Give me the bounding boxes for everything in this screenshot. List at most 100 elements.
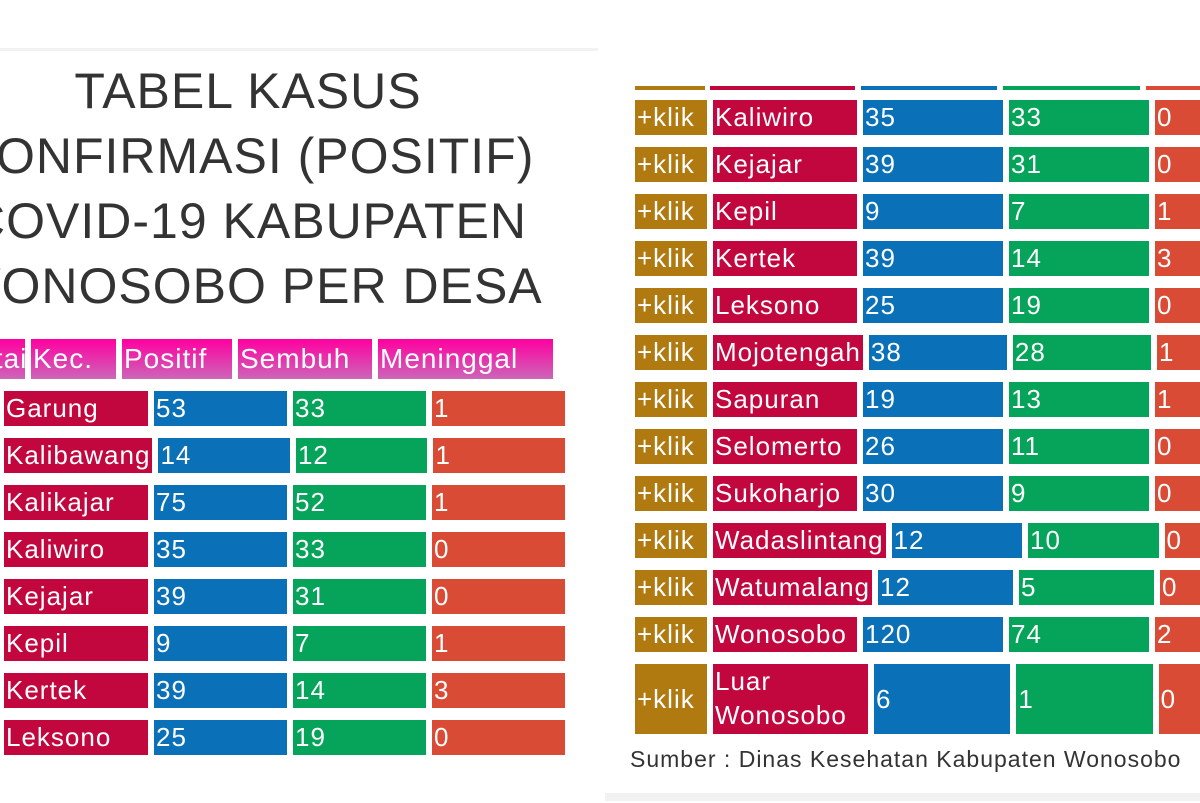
kecamatan-cell: Sapuran (713, 382, 857, 417)
table-row: +klik Wonosobo 120 74 2 (635, 617, 1200, 652)
positif-cell: 39 (154, 579, 287, 614)
meninggal-cell: 0 (432, 720, 565, 755)
table-row: +klik Kepil 9 7 1 (635, 194, 1200, 229)
sembuh-cell: 28 (1012, 335, 1151, 370)
sembuh-cell: 19 (293, 720, 426, 755)
klik-button[interactable]: +klik (635, 664, 707, 734)
meninggal-cell: 0 (432, 579, 565, 614)
sembuh-cell: 13 (1009, 382, 1149, 417)
positif-cell: 39 (863, 147, 1003, 182)
right-table-panel: +klik Kaliwiro 35 33 0 +klik Kejajar 39 31 0 +klik… (605, 48, 1200, 801)
table-row: +klik Leksono 25 19 0 (635, 288, 1200, 323)
kecamatan-cell: Kepil (4, 626, 148, 661)
positif-cell: 9 (154, 626, 287, 661)
meninggal-cell: 1 (1156, 335, 1200, 370)
table-row: +klik Kertek 39 14 3 (635, 241, 1200, 276)
positif-cell: 25 (863, 288, 1003, 323)
klik-button[interactable]: +klik (635, 523, 707, 558)
source-note: Sumber : Dinas Kesehatan Kabupaten Wonos… (630, 746, 1182, 772)
kecamatan-cell: Luar Wonosobo (713, 664, 868, 734)
meninggal-cell: 2 (1155, 617, 1200, 652)
cut-row-edge (635, 86, 705, 90)
klik-button[interactable]: +klik (635, 147, 707, 182)
table-row: +klik Mojotengah 38 28 1 (635, 335, 1200, 370)
kecamatan-cell: Mojotengah (713, 335, 863, 370)
kecamatan-cell: Kaliwiro (4, 532, 148, 567)
positif-cell: 35 (863, 100, 1003, 135)
klik-button[interactable]: +klik (635, 382, 707, 417)
positif-cell: 30 (863, 476, 1003, 511)
table-row: Kaliwiro 35 33 0 (4, 532, 565, 567)
positif-cell: 38 (868, 335, 1007, 370)
positif-cell: 12 (878, 570, 1013, 605)
title-line: COVID-19 KABUPATEN (0, 193, 527, 249)
table-row: Garung 53 33 1 (4, 391, 565, 426)
kecamatan-cell: Kertek (4, 673, 148, 708)
sembuh-cell: 9 (1009, 476, 1149, 511)
meninggal-cell: 0 (1160, 570, 1200, 605)
klik-button[interactable]: +klik (635, 288, 707, 323)
cut-row-edge (861, 86, 997, 90)
sembuh-cell: 31 (1009, 147, 1149, 182)
meninggal-cell: 0 (1155, 100, 1200, 135)
kecamatan-cell: Watumalang (713, 570, 872, 605)
positif-cell: 39 (863, 241, 1003, 276)
meninggal-cell: 0 (1155, 147, 1200, 182)
page-title: TABEL KASUS KONFIRMASI (POSITIF) COVID-1… (0, 59, 548, 319)
klik-button[interactable]: +klik (635, 241, 707, 276)
klik-button[interactable]: +klik (635, 429, 707, 464)
meninggal-cell: 0 (1158, 664, 1200, 734)
meninggal-cell: 3 (432, 673, 565, 708)
klik-button[interactable]: +klik (635, 570, 707, 605)
positif-cell: 12 (891, 523, 1023, 558)
table-row: +klik Kejajar 39 31 0 (635, 147, 1200, 182)
kecamatan-cell: Wadaslintang (713, 523, 886, 558)
kecamatan-cell: Kejajar (713, 147, 857, 182)
kecamatan-cell: Selomerto (713, 429, 857, 464)
table-row: +klik Sukoharjo 30 9 0 (635, 476, 1200, 511)
cut-row-edge (1003, 86, 1140, 90)
positif-cell: 75 (154, 485, 287, 520)
kecamatan-cell: Leksono (713, 288, 857, 323)
positif-cell: 26 (863, 429, 1003, 464)
header-kecamatan: Kec. (31, 339, 116, 379)
meninggal-cell: 0 (1155, 429, 1200, 464)
klik-button[interactable]: +klik (635, 194, 707, 229)
positif-cell: 9 (863, 194, 1003, 229)
sembuh-cell: 52 (293, 485, 426, 520)
klik-button[interactable]: +klik (635, 100, 707, 135)
header-positif: Positif (122, 339, 232, 379)
sembuh-cell: 11 (1009, 429, 1149, 464)
table-row: Kalibawang 14 12 1 (4, 438, 565, 473)
table-row: +klik Wadaslintang 12 10 0 (635, 523, 1200, 558)
sembuh-cell: 7 (293, 626, 426, 661)
klik-button[interactable]: +klik (635, 476, 707, 511)
header-sembuh: Sembuh (238, 339, 372, 379)
positif-cell: 53 (154, 391, 287, 426)
kecamatan-cell: Kejajar (4, 579, 148, 614)
meninggal-cell: 1 (1155, 194, 1200, 229)
sembuh-cell: 1 (1016, 664, 1153, 734)
table-row: Kalikajar 75 52 1 (4, 485, 565, 520)
sembuh-cell: 31 (293, 579, 426, 614)
kecamatan-cell: Kepil (713, 194, 857, 229)
table-row: +klik Selomerto 26 11 0 (635, 429, 1200, 464)
title-line: KONFIRMASI (POSITIF) (0, 128, 535, 184)
table-row: +klik Watumalang 12 5 0 (635, 570, 1200, 605)
table-row: +klik Sapuran 19 13 1 (635, 382, 1200, 417)
table-row: Leksono 25 19 0 (4, 720, 565, 755)
table-row: Kejajar 39 31 0 (4, 579, 565, 614)
sembuh-cell: 33 (293, 532, 426, 567)
klik-button[interactable]: +klik (635, 335, 707, 370)
klik-button[interactable]: +klik (635, 617, 707, 652)
meninggal-cell: 1 (432, 485, 565, 520)
sembuh-cell: 33 (293, 391, 426, 426)
meninggal-cell: 0 (1155, 476, 1200, 511)
left-table-panel: TABEL KASUS KONFIRMASI (POSITIF) COVID-1… (0, 48, 598, 803)
kecamatan-cell: Garung (4, 391, 148, 426)
meninggal-cell: 1 (432, 391, 565, 426)
sembuh-cell: 14 (1009, 241, 1149, 276)
sembuh-cell: 14 (293, 673, 426, 708)
sembuh-cell: 74 (1009, 617, 1149, 652)
sembuh-cell: 19 (1009, 288, 1149, 323)
